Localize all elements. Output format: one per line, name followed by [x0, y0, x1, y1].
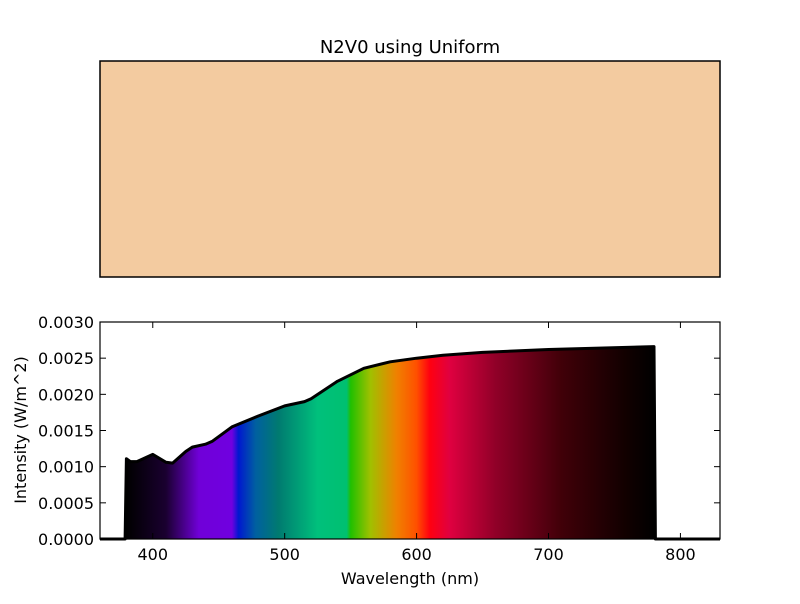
- spectrum-plot: 400 500 600 700 800 0.0000 0.0005 0.0010 0.0015…: [11, 313, 721, 588]
- y-tick-label: 0.0005: [38, 494, 94, 513]
- spectrum-area: [100, 346, 720, 539]
- top-panel-title: N2V0 using Uniform: [320, 37, 500, 58]
- x-tick-label: 700: [533, 545, 564, 564]
- y-tick-label: 0.0020: [38, 385, 94, 404]
- color-swatch: [99, 60, 721, 278]
- y-tick-label: 0.0015: [38, 422, 94, 441]
- y-tick-label: 0.0030: [38, 313, 94, 332]
- y-axis-label: Intensity (W/m^2): [11, 356, 30, 504]
- y-tick-label: 0.0000: [38, 530, 94, 549]
- spectrum-line: [100, 345, 720, 541]
- x-axis-label: Wavelength (nm): [341, 569, 479, 588]
- x-tick-label: 400: [137, 545, 168, 564]
- y-tick-label: 0.0010: [38, 458, 94, 477]
- x-axis: 400 500 600 700 800: [137, 322, 696, 564]
- y-axis: 0.0000 0.0005 0.0010 0.0015 0.0020 0.0025 0.00…: [38, 313, 720, 549]
- y-tick-label: 0.0025: [38, 349, 94, 368]
- x-tick-label: 600: [401, 545, 432, 564]
- x-tick-label: 800: [665, 545, 696, 564]
- x-tick-label: 500: [269, 545, 300, 564]
